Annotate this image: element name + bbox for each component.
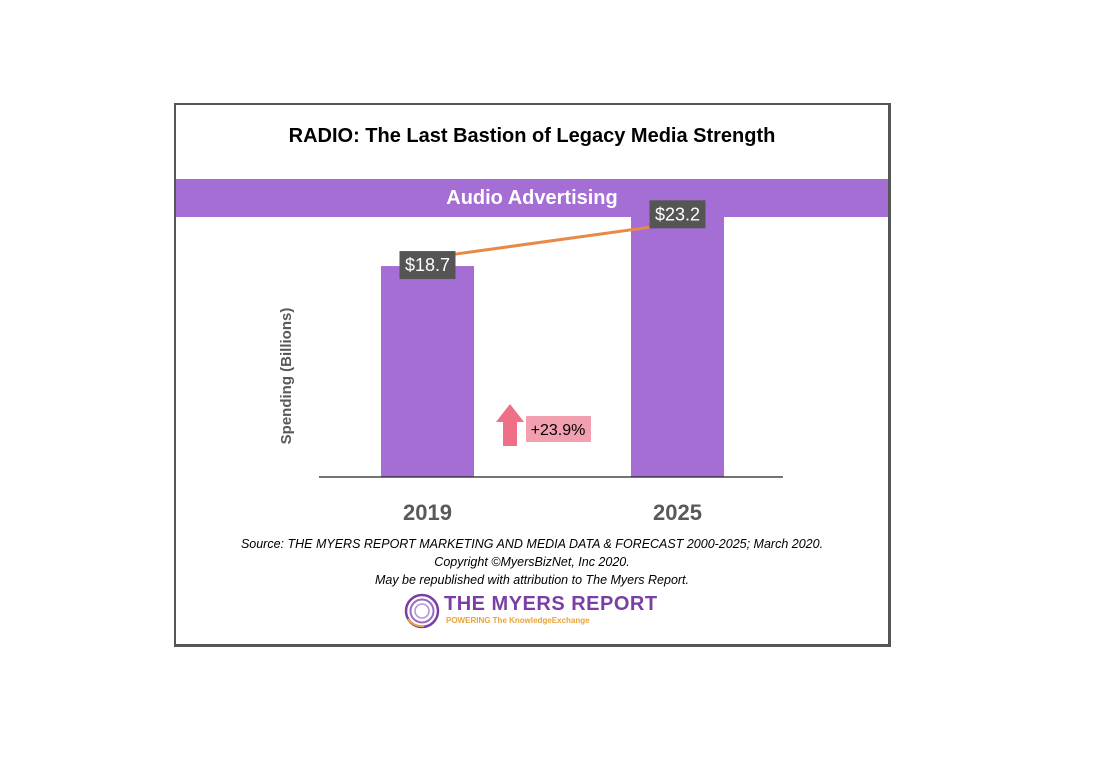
value-label-2025: $23.2	[655, 204, 700, 224]
category-label-2019: 2019	[403, 500, 452, 525]
copyright-line: Copyright ©MyersBizNet, Inc 2020.	[434, 555, 630, 569]
category-label-2025: 2025	[653, 500, 702, 525]
logo-tagline: POWERING The KnowledgeExchange	[446, 616, 590, 625]
logo-name: THE MYERS REPORT	[444, 593, 658, 615]
bar-chart: Spending (Billions) $18.7 $23.2 2019 2025 +23…	[278, 200, 783, 525]
source-line: Source: THE MYERS REPORT MARKETING AND M…	[240, 537, 824, 551]
bar-2019	[381, 266, 474, 477]
attribution-line: May be republished with attribution to T…	[374, 573, 690, 587]
source-note: Source: THE MYERS REPORT MARKETING AND M…	[176, 535, 888, 589]
change-label: +23.9%	[531, 422, 586, 439]
chart-frame: RADIO: The Last Bastion of Legacy Media …	[174, 103, 891, 647]
value-label-box-2025	[649, 200, 706, 229]
chart-title: RADIO: The Last Bastion of Legacy Media …	[288, 125, 776, 147]
bar-2025	[631, 215, 724, 477]
y-axis-label: Spending (Billions)	[278, 308, 295, 445]
myers-report-logo: THE MYERS REPORT POWERING The KnowledgeE…	[404, 591, 674, 631]
trend-line	[455, 225, 650, 256]
up-arrow-icon	[496, 404, 524, 446]
value-label-box-2019	[399, 251, 456, 280]
change-label-box	[526, 416, 591, 442]
value-label-2019: $18.7	[405, 255, 450, 275]
myers-swirl-icon	[404, 593, 440, 629]
section-banner: Audio Advertising	[176, 179, 888, 217]
